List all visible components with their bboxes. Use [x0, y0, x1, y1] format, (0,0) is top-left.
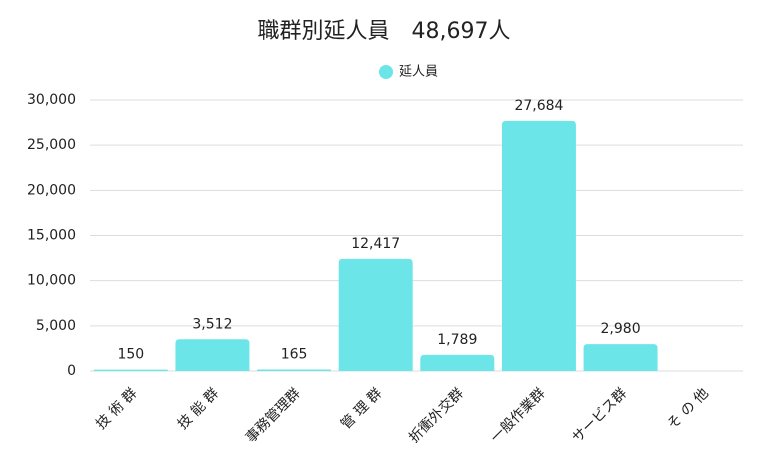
data-label: 27,684: [514, 98, 563, 114]
legend-marker: [379, 65, 393, 79]
x-tick-label: 管 理 群: [338, 385, 385, 432]
x-tick-label: 技 術 群: [93, 385, 140, 432]
data-label: 12,417: [351, 236, 400, 252]
x-tick-label: 折衝外交群: [405, 385, 467, 447]
data-label: 2,980: [601, 321, 641, 337]
data-label: 165: [281, 347, 308, 363]
bar: [175, 339, 250, 371]
bar: [501, 120, 576, 371]
bar: [420, 354, 495, 371]
y-tick-label: 0: [67, 363, 76, 379]
data-label: 3,512: [192, 316, 232, 332]
y-tick-label: 15,000: [27, 228, 76, 244]
y-tick-label: 10,000: [27, 273, 76, 289]
data-label: 1,789: [437, 332, 477, 348]
legend-label: 延人員: [399, 65, 438, 80]
x-tick-label: そ の 他: [665, 385, 712, 432]
y-tick-label: 5,000: [36, 318, 76, 334]
x-tick-label: 事務管理群: [243, 385, 304, 446]
y-tick-label: 20,000: [27, 182, 76, 198]
bar: [257, 369, 332, 371]
bar: [338, 258, 413, 371]
data-label: 150: [117, 347, 144, 363]
x-tick-label: サービス群: [569, 385, 630, 446]
x-tick-label: 技 能 群: [175, 385, 222, 432]
bar: [93, 369, 168, 371]
x-tick-label: 一般作業群: [488, 385, 549, 446]
chart-title: 職群別延人員 48,697人: [258, 19, 511, 44]
y-tick-label: 25,000: [27, 137, 76, 153]
bar: [583, 344, 658, 371]
y-tick-label: 30,000: [27, 92, 76, 108]
